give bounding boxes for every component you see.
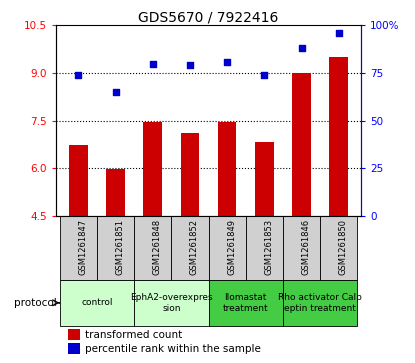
Text: Ilomastat
treatment: Ilomastat treatment [223,293,269,313]
Bar [60,216,97,280]
Bar [320,216,357,280]
Text: GSM1261849: GSM1261849 [227,219,236,275]
Bar [134,216,171,280]
Text: GSM1261851: GSM1261851 [115,219,124,275]
Text: GSM1261848: GSM1261848 [153,219,162,275]
Text: protocol: protocol [14,298,56,308]
Bar [68,343,80,354]
Text: Rho activator Calp
eptin treatment: Rho activator Calp eptin treatment [278,293,362,313]
Point [75,72,82,78]
Bar [209,280,283,326]
Title: GDS5670 / 7922416: GDS5670 / 7922416 [138,10,279,24]
Bar [134,280,209,326]
Text: EphA2-overexpres
sion: EphA2-overexpres sion [130,293,212,313]
Point [298,45,305,51]
Text: transformed count: transformed count [85,330,182,340]
Bar [330,57,348,216]
Text: GSM1261853: GSM1261853 [264,219,273,275]
Text: GSM1261846: GSM1261846 [302,219,310,275]
Bar [246,216,283,280]
Bar [68,329,80,340]
Point [149,61,156,66]
Bar [171,216,209,280]
Bar [255,142,273,216]
Bar [209,216,246,280]
Bar [144,122,162,216]
Bar [69,144,88,216]
Bar [97,216,134,280]
Text: GSM1261850: GSM1261850 [339,219,348,275]
Point [261,72,268,78]
Bar [283,280,357,326]
Bar [292,73,311,216]
Bar [60,280,134,326]
Point [335,30,342,36]
Text: GSM1261847: GSM1261847 [78,219,87,275]
Point [112,89,119,95]
Bar [106,169,125,216]
Bar [181,133,199,216]
Text: percentile rank within the sample: percentile rank within the sample [85,344,261,354]
Point [224,59,230,65]
Point [187,62,193,68]
Bar [218,122,237,216]
Text: GSM1261852: GSM1261852 [190,219,199,275]
Text: control: control [81,298,113,307]
Bar [283,216,320,280]
